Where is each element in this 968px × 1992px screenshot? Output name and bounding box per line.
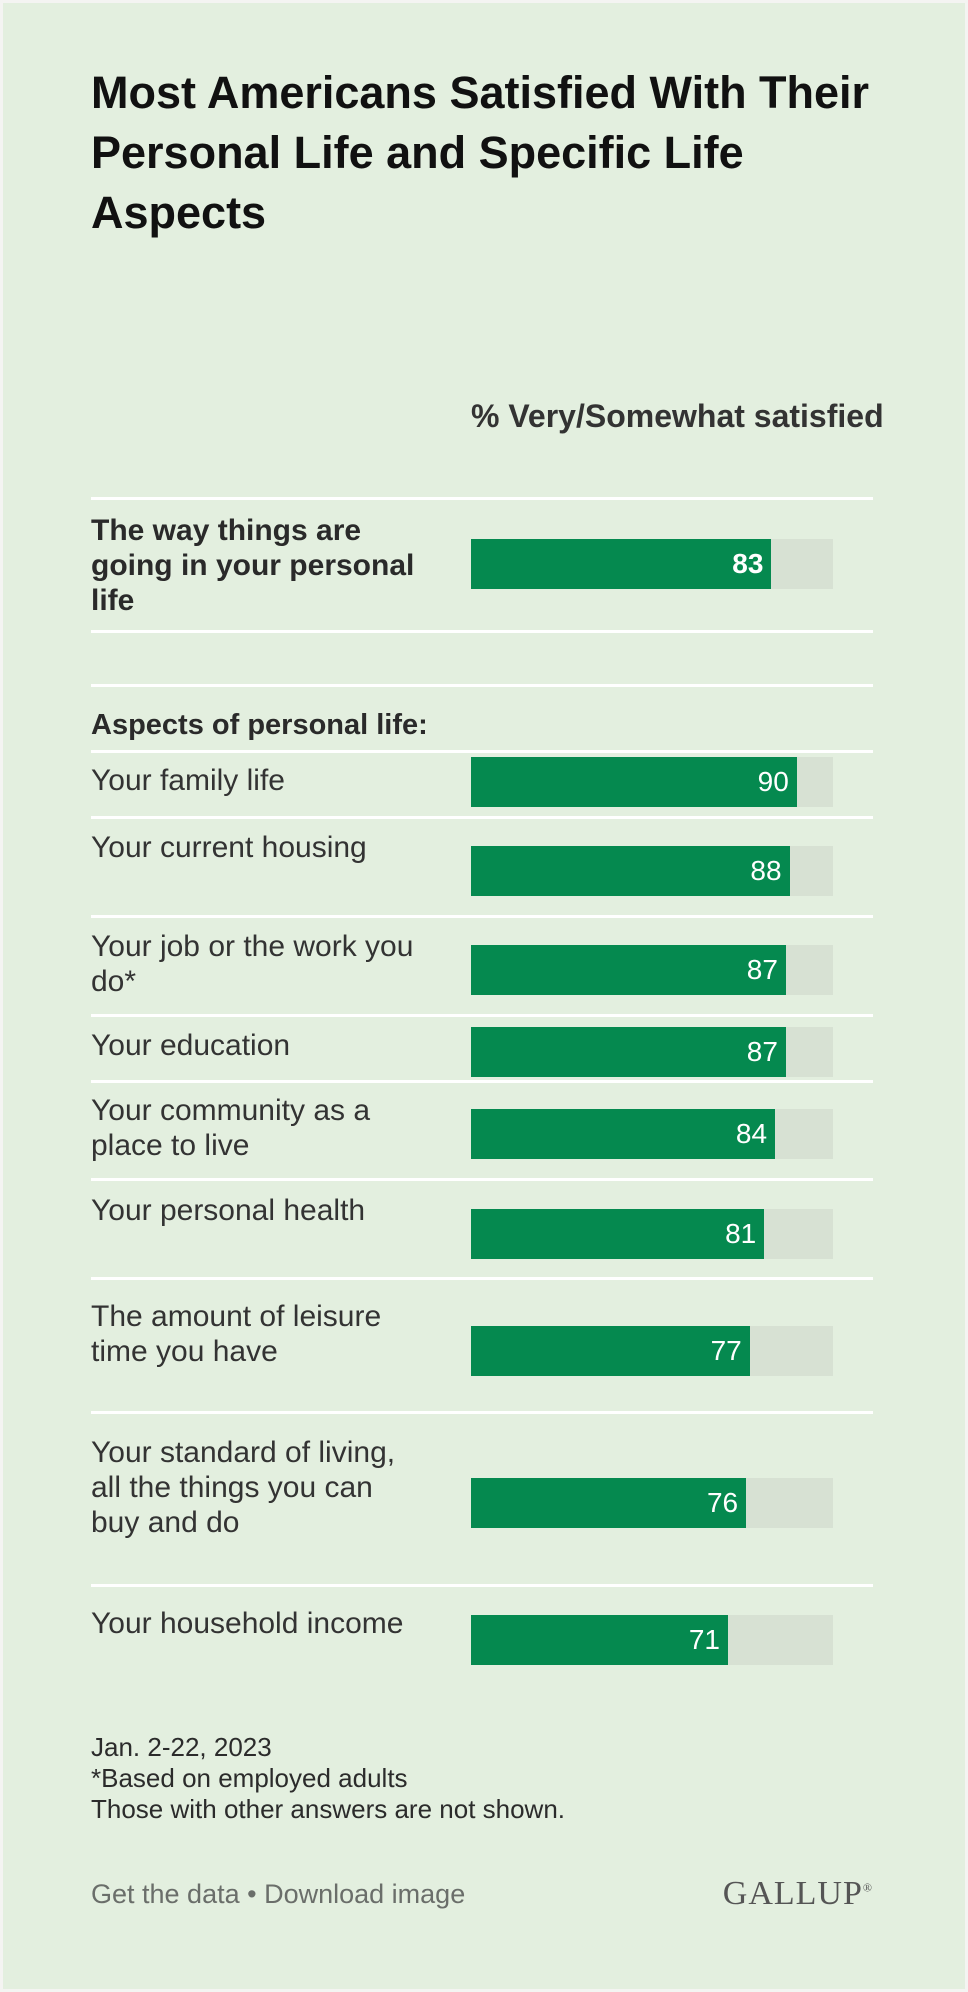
bar: 87 [471, 1027, 786, 1077]
row-label: Your job or the work you do* [91, 930, 414, 998]
chart-title: Most Americans Satisfied With Their Pers… [91, 67, 870, 238]
bar-track: 87 [471, 1027, 833, 1077]
bar: 81 [471, 1209, 765, 1259]
bar-value-label: 83 [732, 548, 764, 579]
divider [91, 684, 873, 687]
bar-track: 77 [471, 1326, 833, 1376]
bar-track: 84 [471, 1109, 833, 1159]
row-label: Your family life [91, 764, 285, 797]
bar-value-label: 71 [688, 1624, 721, 1655]
row-label: Your education [91, 1029, 291, 1062]
bar: 76 [471, 1478, 747, 1528]
row-label: Your current housing [91, 831, 367, 864]
chart-card: Most Americans Satisfied With Their Pers… [3, 3, 965, 1989]
footnote-other-answers: Those with other answers are not shown. [91, 1794, 566, 1824]
download-image-link[interactable]: Download image [264, 1879, 466, 1909]
bar-track: 76 [471, 1478, 833, 1528]
bar-value-label: 81 [725, 1218, 757, 1249]
row-label-overall: The way things are going in your persona… [91, 514, 415, 617]
divider [91, 497, 873, 500]
bar-value-label: 77 [710, 1335, 742, 1366]
bar-value-label: 87 [746, 1036, 778, 1067]
bar: 71 [471, 1615, 729, 1665]
registered-mark: ® [862, 1880, 873, 1895]
divider [91, 1014, 873, 1017]
divider [91, 915, 873, 918]
bar-track: 88 [471, 846, 833, 896]
column-header: % Very/Somewhat satisfied [471, 398, 884, 434]
bar-track: 90 [471, 757, 833, 807]
separator: • [247, 1879, 257, 1909]
footnote-employed: *Based on employed adults [91, 1763, 408, 1793]
divider [91, 1277, 873, 1280]
divider [91, 1584, 873, 1587]
gallup-logo: GALLUP® [703, 1875, 873, 1913]
bar-value-label: 88 [750, 855, 782, 886]
bar: 90 [471, 757, 797, 807]
footer-links: Get the data • Download image [91, 1879, 465, 1910]
logo-text: GALLUP [722, 1875, 863, 1912]
get-data-link[interactable]: Get the data [91, 1879, 240, 1909]
footnotes: Jan. 2-22, 2023 *Based on employed adult… [91, 1732, 891, 1825]
bar: 87 [471, 945, 786, 995]
row-label: Your personal health [91, 1194, 366, 1227]
divider [91, 750, 873, 753]
divider [91, 1178, 873, 1181]
row-label: The amount of leisure time you have [91, 1300, 382, 1368]
bar-track: 83 [471, 539, 833, 589]
row-label: Your household income [91, 1607, 404, 1640]
bar-track: 87 [471, 945, 833, 995]
bar: 83 [471, 539, 772, 589]
bar-value-label: 90 [757, 766, 789, 797]
bar-value-label: 87 [746, 954, 778, 985]
divider [91, 630, 873, 633]
bar-value-label: 76 [706, 1487, 739, 1518]
divider [91, 1411, 873, 1414]
bar-track: 81 [471, 1209, 833, 1259]
bar: 88 [471, 846, 790, 896]
row-label: Your community as a place to live [91, 1094, 371, 1162]
section-label: Aspects of personal life: [91, 709, 428, 741]
row-label: Your standard of living, all the things … [91, 1436, 396, 1539]
bar: 84 [471, 1109, 776, 1159]
bar-value-label: 84 [735, 1118, 768, 1149]
divider [91, 1080, 873, 1083]
bar-track: 71 [471, 1615, 833, 1665]
divider [91, 816, 873, 819]
survey-date: Jan. 2-22, 2023 [91, 1732, 272, 1762]
bar: 77 [471, 1326, 750, 1376]
